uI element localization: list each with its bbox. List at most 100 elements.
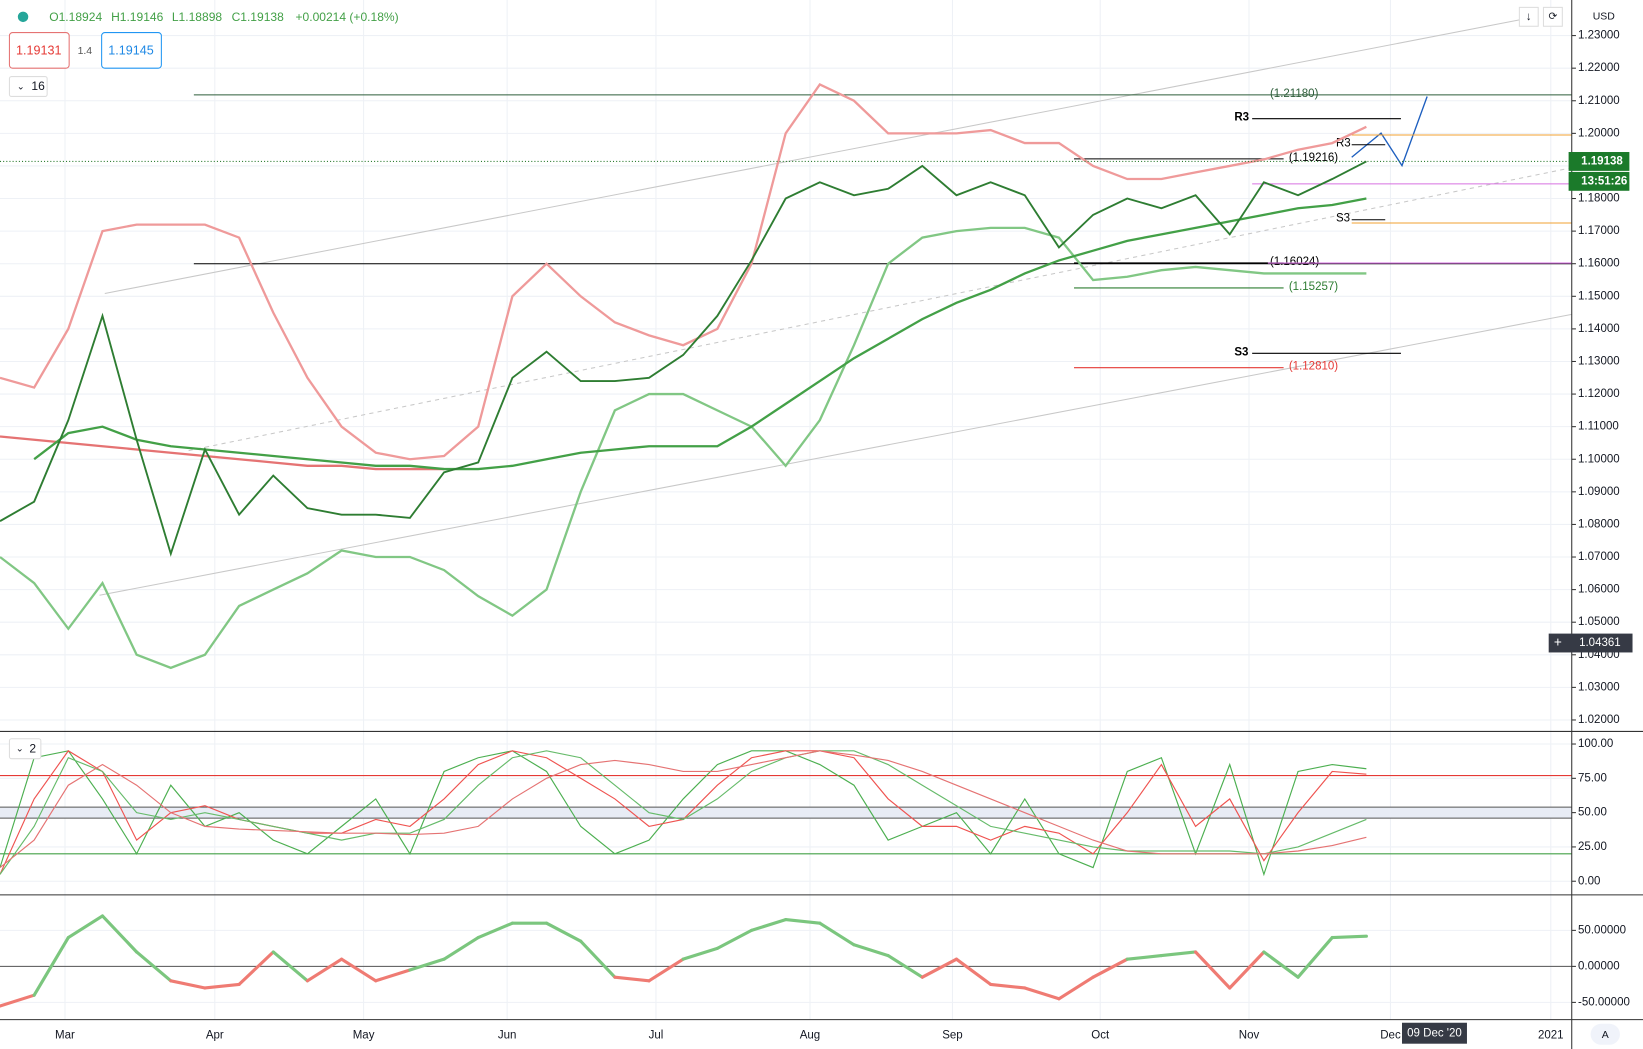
crosshair-price-box [1548,633,1633,653]
auto-scale-button[interactable] [1590,1023,1620,1045]
sell-button[interactable] [8,32,70,69]
momentum-segment [852,943,890,958]
band [0,807,1572,819]
y-tick-label: 0.00 [1578,875,1600,887]
momentum-segment [1023,986,1061,1001]
indicator-line [0,83,1367,461]
scroll-button[interactable] [1518,6,1539,27]
momentum-segment [613,975,651,983]
icon: ⟳ [1548,12,1557,23]
ohlc-change: +0.00214 (+0.18%) [295,10,398,24]
oscillator-count: 2 [29,741,36,755]
momentum-segment [442,936,480,961]
auto-label: A [1602,1030,1609,1041]
level-label: S3 [1234,346,1248,358]
currency: USD [1593,12,1616,23]
momentum-segment [579,939,617,979]
momentum-segment [1159,950,1198,958]
trend-line [104,18,1525,294]
oscillator-line [0,750,1367,869]
y-tick-label: 0.00000 [1578,960,1620,972]
y-tick-label: 1.14000 [1578,323,1620,335]
indicator-line [0,435,445,471]
ohlc-low: L1.18898 [172,10,223,24]
countdown-label: 13:51:26 [1581,175,1627,187]
x-tick-label: Jul [649,1029,664,1041]
ohlc-high: H1.19146 [111,10,164,24]
momentum-segment [340,957,378,983]
momentum-segment [715,928,754,950]
momentum-segment [920,957,959,979]
momentum-segment [66,914,105,940]
crosshair-price: 1.04361 [1579,637,1621,649]
axes: Mar Apr May Jun Jul Aug Sep Oct Nov Dec 2021 09 Dec… [55,30,1633,1044]
chevron: ⌄ [17,81,25,92]
momentum-segment [374,968,412,983]
y-tick-label: 50.00000 [1578,924,1626,936]
x-tick-label: Aug [800,1029,821,1041]
y-tick-label: 100.00 [1578,738,1613,750]
fullscreen-button[interactable] [1542,6,1563,27]
y-tick-label: 1.07000 [1578,551,1620,563]
y-tick-label: 1.20000 [1578,127,1620,139]
momentum-segment [305,957,344,983]
y-tick-label: 1.06000 [1578,584,1620,596]
indicator-line [33,197,1367,471]
x-tick-label: Apr [206,1029,224,1041]
momentum-segment [749,918,788,932]
momentum-segment [1194,950,1232,990]
oscillator-toggle[interactable] [8,738,42,760]
y-tick-label: 1.05000 [1578,616,1620,628]
x-tick-label: Dec [1380,1029,1401,1041]
momentum-segment [1228,950,1266,990]
buy-button[interactable] [101,32,162,69]
level-label: R3 [1234,112,1249,124]
symbol-icon[interactable] [17,11,29,23]
x-tick-label: Sep [942,1029,963,1041]
x-tick-label: Mar [55,1029,75,1041]
momentum-segment [1057,975,1095,1001]
y-tick-label: 1.23000 [1578,30,1620,42]
y-tick-label: 1.16000 [1578,258,1620,270]
momentum-segment [1330,934,1368,940]
momentum-segment [32,936,70,997]
y-tick-label: 1.13000 [1578,356,1620,368]
momentum-segment [169,979,207,990]
y-tick-label: 1.09000 [1578,486,1620,498]
level-label: (1.16024) [1270,256,1319,268]
indicator-line [0,226,1367,670]
oscillator-line [0,750,1367,875]
y-tick-label: 1.22000 [1578,62,1620,74]
crosshair-date: 09 Dec '20 [1407,1027,1462,1039]
level-label: (1.21180) [1270,88,1319,100]
x-tick-label: Jun [498,1029,517,1041]
y-tick-label: 1.08000 [1578,518,1620,530]
momentum-segment [203,982,241,990]
momentum-segment [954,957,993,986]
y-tick-label: 75.00 [1578,772,1607,784]
momentum-segment [784,918,822,925]
bid-price: 1.19131 [16,44,61,58]
level-label: (1.12810) [1289,361,1338,373]
x-tick-label: May [353,1029,375,1041]
crosshair-date-box [1401,1022,1467,1044]
indicators-count: 16 [31,79,45,93]
momentum-segment [408,957,446,972]
x-tick-label: 2021 [1538,1029,1564,1041]
y-tick-label: 1.17000 [1578,225,1620,237]
y-tick-label: 1.12000 [1578,388,1620,400]
momentum-segment [1091,957,1129,979]
momentum-segment [0,993,36,1008]
momentum-segment [135,950,173,983]
momentum-segment [271,950,310,983]
trend-line [99,313,1572,596]
y-tick-label: 1.03000 [1578,681,1620,693]
momentum-segment [886,954,924,979]
y-tick-label: 1.02000 [1578,714,1620,726]
indicators-toggle[interactable] [8,76,48,97]
momentum-segment [989,982,1027,990]
momentum-segment [818,921,856,947]
